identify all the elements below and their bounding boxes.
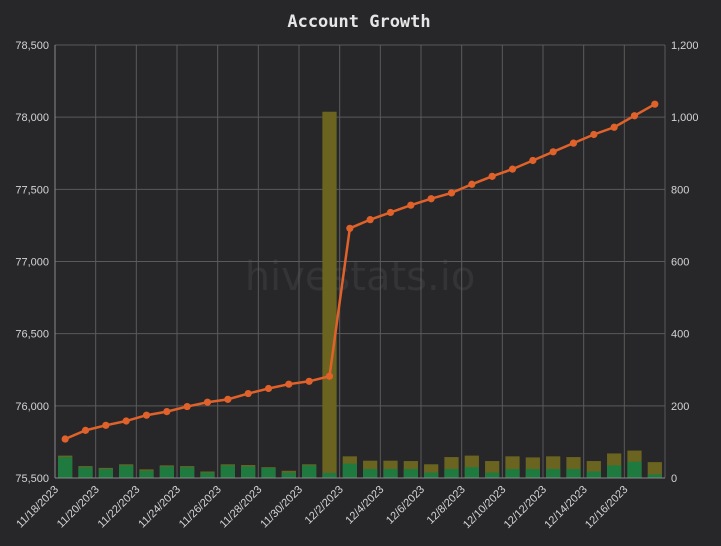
x-tick-label: 11/30/2023 bbox=[258, 484, 305, 531]
bar bbox=[647, 462, 662, 478]
bar bbox=[546, 468, 561, 478]
line-point bbox=[122, 417, 130, 425]
line-point bbox=[203, 398, 212, 406]
chart-title: Account Growth bbox=[287, 12, 430, 32]
line-point bbox=[549, 148, 557, 156]
right-y-tick-label: 0 bbox=[671, 473, 677, 485]
bar bbox=[98, 468, 113, 478]
line-point bbox=[61, 435, 69, 443]
left-y-tick-label: 78,500 bbox=[15, 40, 49, 52]
x-tick-label: 11/24/2023 bbox=[136, 484, 183, 531]
line-point bbox=[81, 426, 90, 434]
bar bbox=[525, 468, 540, 478]
bar bbox=[302, 465, 317, 478]
x-tick-label: 11/22/2023 bbox=[96, 484, 143, 531]
left-y-tick-label: 77,500 bbox=[15, 184, 49, 196]
bar bbox=[363, 468, 378, 478]
bar bbox=[424, 472, 439, 478]
line-point bbox=[366, 216, 374, 224]
line-point bbox=[102, 421, 110, 429]
bar bbox=[180, 467, 195, 478]
line-point bbox=[427, 195, 435, 203]
x-tick-label: 12/10/2023 bbox=[461, 484, 508, 531]
left-y-tick-label: 76,500 bbox=[15, 329, 49, 341]
x-tick-label: 12/14/2023 bbox=[542, 484, 589, 531]
line-point bbox=[488, 172, 496, 180]
x-tick-label: 12/16/2023 bbox=[583, 484, 630, 531]
line-point bbox=[346, 224, 354, 232]
x-tick-label: 12/6/2023 bbox=[384, 484, 427, 527]
bar bbox=[261, 467, 276, 478]
bar bbox=[58, 457, 73, 478]
bar bbox=[241, 466, 256, 478]
right-y-tick-label: 600 bbox=[671, 257, 689, 269]
line-point bbox=[447, 189, 456, 197]
left-y-tick-label: 77,000 bbox=[15, 257, 49, 269]
line-point bbox=[386, 208, 395, 217]
x-tick-label: 12/4/2023 bbox=[343, 484, 386, 527]
line-point bbox=[183, 402, 191, 411]
line-point bbox=[569, 139, 578, 147]
line-point bbox=[325, 372, 334, 380]
line-point bbox=[590, 130, 598, 139]
bar bbox=[403, 468, 418, 478]
right-y-tick-label: 800 bbox=[671, 184, 689, 196]
x-tick-label: 12/8/2023 bbox=[425, 484, 468, 527]
bar bbox=[139, 470, 154, 478]
grid-layer bbox=[54, 44, 666, 479]
line-point bbox=[163, 408, 171, 416]
watermark: hivestats.io bbox=[245, 254, 476, 300]
line-point bbox=[508, 165, 517, 173]
line-layer bbox=[61, 100, 659, 443]
bar bbox=[200, 472, 215, 478]
x-tick-label: 11/28/2023 bbox=[218, 484, 265, 531]
x-tick-label: 12/12/2023 bbox=[502, 484, 549, 531]
bar bbox=[220, 465, 235, 478]
x-tick-label: 11/18/2023 bbox=[14, 484, 61, 531]
bar bbox=[566, 468, 581, 478]
line-point bbox=[468, 180, 476, 188]
bar bbox=[444, 468, 459, 478]
bar bbox=[464, 467, 479, 478]
right-y-tick-label: 200 bbox=[671, 401, 689, 413]
bar bbox=[322, 111, 337, 479]
right-y-tick-label: 1,000 bbox=[671, 112, 699, 124]
bar bbox=[383, 468, 398, 478]
line-point bbox=[610, 123, 618, 131]
line-point bbox=[651, 100, 659, 108]
line-point bbox=[305, 377, 313, 385]
line-point bbox=[630, 112, 639, 120]
right-y-tick-label: 1,200 bbox=[671, 40, 699, 52]
bar bbox=[607, 465, 622, 478]
bar bbox=[342, 463, 357, 478]
line-point bbox=[264, 384, 273, 393]
line-point bbox=[529, 156, 537, 165]
x-tick-label: 11/26/2023 bbox=[177, 484, 224, 531]
left-y-tick-label: 76,000 bbox=[15, 401, 49, 413]
bar bbox=[78, 467, 93, 478]
bar bbox=[627, 461, 642, 478]
bar bbox=[159, 466, 174, 478]
bar-layer bbox=[58, 111, 662, 479]
bar bbox=[119, 465, 134, 478]
bar bbox=[322, 472, 337, 478]
bar bbox=[586, 471, 601, 478]
bar bbox=[647, 474, 662, 478]
bar bbox=[505, 468, 520, 478]
right-y-tick-label: 400 bbox=[671, 329, 689, 341]
line-point bbox=[285, 380, 293, 388]
line-point bbox=[244, 389, 252, 398]
left-y-tick-label: 75,500 bbox=[15, 473, 49, 485]
x-tick-label: 11/20/2023 bbox=[55, 484, 102, 531]
line-point bbox=[142, 411, 151, 419]
line-point bbox=[407, 201, 415, 209]
bar bbox=[485, 472, 500, 478]
left-y-tick-label: 78,000 bbox=[15, 112, 49, 124]
x-tick-label: 12/2/2023 bbox=[303, 484, 346, 527]
line-point bbox=[224, 395, 232, 403]
bar bbox=[281, 472, 296, 478]
